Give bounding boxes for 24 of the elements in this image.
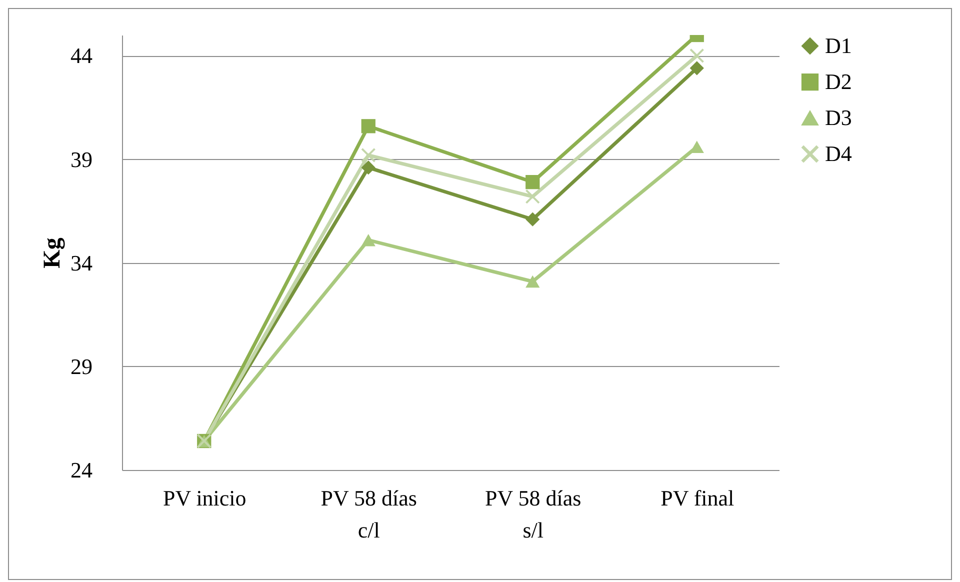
legend-label: D2 bbox=[825, 69, 852, 94]
x-tick-label: PV final bbox=[660, 486, 734, 510]
point bbox=[361, 234, 376, 246]
legend-label: D1 bbox=[825, 33, 852, 58]
point bbox=[690, 48, 704, 63]
point bbox=[690, 61, 704, 76]
point bbox=[526, 175, 540, 190]
x-tick-label: PV 58 días c/l bbox=[320, 486, 417, 542]
y-tick-label: 44 bbox=[70, 43, 92, 68]
legend-label: D4 bbox=[825, 141, 852, 166]
y-tick-label: 39 bbox=[70, 146, 92, 172]
x-tick-label: PV inicio bbox=[162, 486, 246, 510]
y-tick-label: 34 bbox=[70, 250, 92, 276]
point bbox=[526, 190, 540, 204]
x-tick-label: PV 58 días s/l bbox=[485, 486, 582, 542]
point bbox=[526, 275, 540, 288]
legend-label: D3 bbox=[825, 105, 852, 130]
y-tick-label: 24 bbox=[70, 458, 92, 482]
point bbox=[361, 148, 376, 162]
y-axis-title: Kg bbox=[40, 238, 66, 268]
point bbox=[361, 119, 376, 134]
y-tick-label: 29 bbox=[70, 354, 92, 379]
point bbox=[526, 212, 540, 226]
point bbox=[361, 160, 376, 175]
